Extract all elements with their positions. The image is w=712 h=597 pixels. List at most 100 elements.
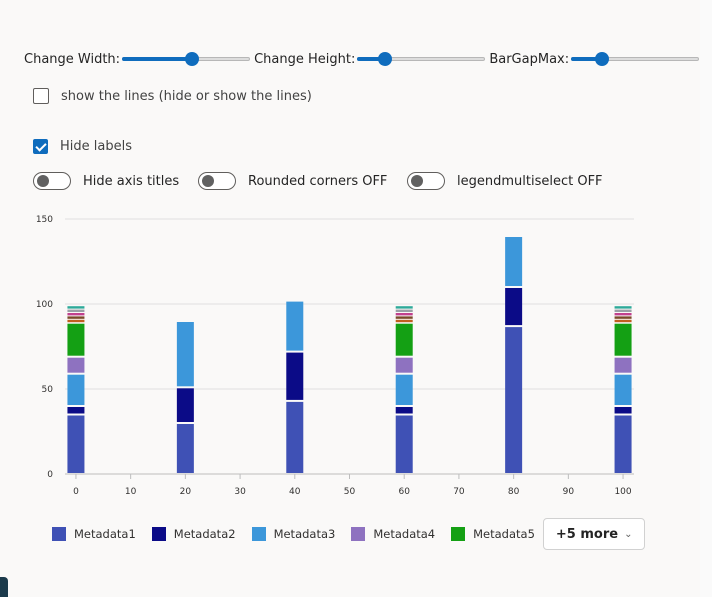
bar-segment bbox=[67, 319, 85, 323]
bar-segment bbox=[614, 407, 632, 414]
hide-labels-checkbox[interactable] bbox=[33, 139, 48, 154]
legend-swatch bbox=[52, 527, 66, 541]
hide-axis-titles-toggle[interactable] bbox=[33, 172, 71, 190]
rounded-corners-label: Rounded corners OFF bbox=[248, 173, 388, 189]
bar-segment bbox=[614, 319, 632, 323]
y-tick-label: 100 bbox=[36, 300, 53, 310]
slider-fill bbox=[571, 57, 602, 61]
bar-segment bbox=[286, 401, 304, 473]
legend-item-metadata4[interactable]: Metadata4 bbox=[351, 527, 435, 541]
axis-layer: 0 50 100 150 0 10 20 30 40 50 60 70 80 90 100 bbox=[36, 215, 632, 497]
bar-segment bbox=[395, 319, 413, 323]
bar-segment bbox=[176, 322, 194, 387]
bar-segment bbox=[395, 309, 413, 312]
bar-segment bbox=[176, 424, 194, 473]
legend-swatch bbox=[151, 527, 166, 541]
bar-segment bbox=[505, 237, 523, 286]
legend-label: Metadata5 bbox=[473, 527, 535, 541]
bar-segment bbox=[614, 323, 632, 356]
bar-segment bbox=[395, 323, 413, 356]
hide-axis-titles-label: Hide axis titles bbox=[83, 173, 180, 189]
legend-more-button[interactable]: +5 more ⌄ bbox=[542, 518, 646, 550]
slider-thumb[interactable] bbox=[185, 52, 200, 66]
stacked-bar-chart: 0 50 100 150 0 10 20 30 40 50 60 70 80 90 100 bbox=[36, 215, 634, 497]
bar-segment bbox=[614, 316, 632, 319]
bar-segment bbox=[67, 407, 85, 414]
slider-row: Change Width: Change Height: BarGapMax: bbox=[24, 51, 700, 67]
bar-segment bbox=[395, 306, 413, 309]
bar-segment bbox=[614, 415, 632, 473]
legend-label: Metadata2 bbox=[173, 527, 236, 541]
x-tick-label: 20 bbox=[180, 487, 192, 497]
legend-label: Metadata1 bbox=[74, 527, 136, 541]
bar-segment bbox=[67, 309, 85, 312]
y-tick-label: 150 bbox=[36, 215, 53, 225]
x-tick-label: 60 bbox=[398, 487, 410, 497]
bar-segment bbox=[176, 388, 194, 422]
legend-multiselect-option[interactable]: legendmultiselect OFF bbox=[407, 172, 603, 190]
bargap-slider-label: BarGapMax: bbox=[489, 51, 570, 67]
width-slider[interactable] bbox=[122, 51, 251, 67]
x-tick-label: 70 bbox=[453, 487, 465, 497]
bar-segment bbox=[395, 407, 413, 414]
legend-swatch bbox=[251, 527, 266, 541]
y-tick-label: 0 bbox=[47, 470, 53, 480]
hide-labels-option[interactable]: Hide labels bbox=[33, 139, 132, 154]
height-slider-label: Change Height: bbox=[254, 51, 356, 67]
hide-axis-titles-option[interactable]: Hide axis titles bbox=[33, 172, 179, 190]
x-tick-label: 10 bbox=[125, 487, 137, 497]
slider-fill bbox=[357, 57, 386, 61]
rounded-corners-option[interactable]: Rounded corners OFF bbox=[198, 172, 387, 190]
bar-segment bbox=[505, 288, 523, 326]
legend-label: Metadata4 bbox=[373, 527, 436, 541]
show-lines-option[interactable]: show the lines (hide or show the lines) bbox=[33, 88, 312, 104]
width-slider-label: Change Width: bbox=[24, 51, 121, 67]
bar-segment bbox=[614, 309, 632, 312]
legend-item-metadata1[interactable]: Metadata1 bbox=[52, 527, 136, 541]
legend-multiselect-toggle[interactable] bbox=[407, 172, 445, 190]
slider-thumb[interactable] bbox=[594, 52, 609, 66]
height-slider[interactable] bbox=[357, 51, 486, 67]
bar-segment bbox=[395, 357, 413, 373]
x-tick-label: 80 bbox=[508, 487, 520, 497]
hide-labels-label: Hide labels bbox=[60, 139, 132, 154]
legend-item-metadata5[interactable]: Metadata5 bbox=[451, 527, 535, 541]
bargap-slider[interactable] bbox=[571, 51, 700, 67]
show-lines-checkbox[interactable] bbox=[33, 88, 49, 104]
corner-tab bbox=[0, 577, 8, 597]
x-tick-label: 50 bbox=[344, 487, 356, 497]
legend-label: Metadata3 bbox=[273, 527, 336, 541]
show-lines-label: show the lines (hide or show the lines) bbox=[61, 88, 312, 104]
x-tick-label: 0 bbox=[73, 487, 79, 497]
y-tick-label: 50 bbox=[42, 385, 54, 395]
bar-segment bbox=[67, 306, 85, 309]
toggle-knob bbox=[37, 175, 49, 187]
bar-segment bbox=[67, 313, 85, 316]
toggle-knob bbox=[202, 175, 214, 187]
bar-segment bbox=[395, 415, 413, 473]
bar-segment bbox=[286, 352, 304, 400]
slider-thumb[interactable] bbox=[378, 52, 393, 66]
bar-segment bbox=[395, 316, 413, 319]
bar-segment bbox=[395, 374, 413, 405]
bar-segment bbox=[614, 306, 632, 309]
legend-multiselect-label: legendmultiselect OFF bbox=[457, 173, 603, 189]
bar-segment bbox=[286, 301, 304, 351]
bar-segment bbox=[395, 313, 413, 316]
bar-segment bbox=[614, 374, 632, 405]
bar-segment bbox=[67, 316, 85, 319]
slider-fill bbox=[122, 57, 193, 61]
legend-item-metadata2[interactable]: Metadata2 bbox=[151, 527, 236, 541]
toggle-knob bbox=[411, 175, 423, 187]
x-tick-label: 90 bbox=[563, 487, 575, 497]
legend-item-metadata3[interactable]: Metadata3 bbox=[251, 527, 336, 541]
x-tick-label: 30 bbox=[234, 487, 246, 497]
x-tick-label: 100 bbox=[614, 487, 631, 497]
bar-segment bbox=[67, 374, 85, 405]
bar-segment bbox=[67, 323, 85, 356]
chevron-down-icon: ⌄ bbox=[624, 528, 633, 540]
bar-segment bbox=[614, 313, 632, 316]
bar-segment bbox=[67, 415, 85, 473]
rounded-corners-toggle[interactable] bbox=[198, 172, 236, 190]
